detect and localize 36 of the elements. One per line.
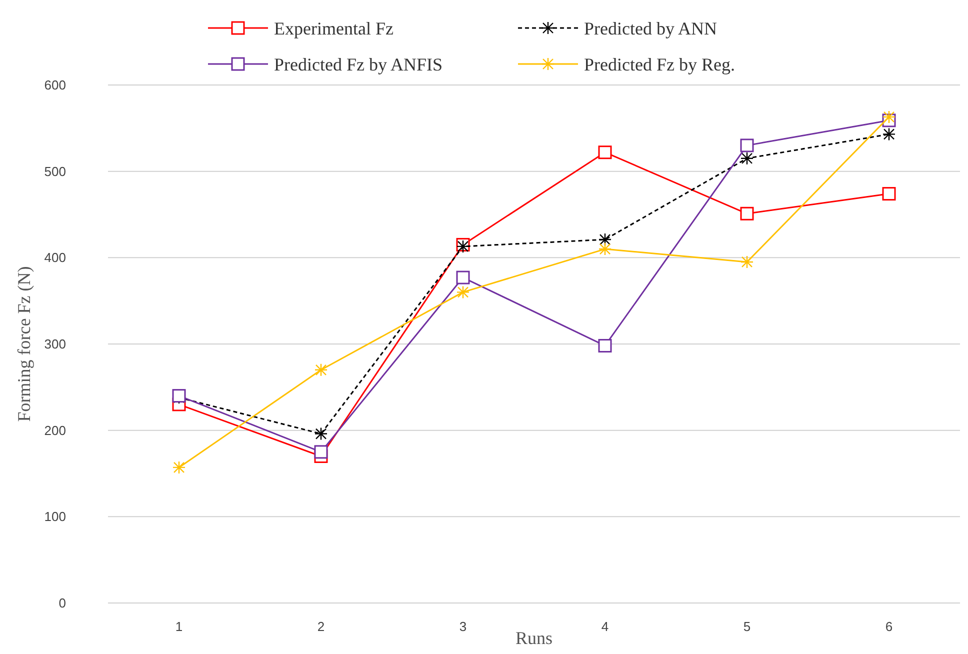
point [882, 110, 896, 124]
y-tick-label: 500 [44, 164, 66, 179]
y-axis-title: Forming force Fz (N) [14, 266, 34, 422]
point [882, 128, 896, 141]
point [172, 460, 186, 474]
point [598, 338, 612, 352]
point [882, 187, 896, 201]
y-tick-label: 600 [44, 78, 66, 93]
x-tick-label: 6 [885, 619, 893, 634]
x-tick-label: 5 [743, 619, 751, 634]
point [314, 445, 328, 459]
y-tick-label: 200 [44, 422, 66, 438]
legend-label: Experimental Fz [274, 18, 394, 38]
x-tick-label: 1 [175, 619, 183, 634]
x-axis-title: Runs [515, 628, 553, 648]
point [740, 152, 754, 165]
point [598, 146, 612, 160]
legend-label: Predicted by ANN [584, 18, 717, 38]
point [740, 206, 754, 220]
legend-label: Predicted Fz by Reg. [584, 54, 735, 74]
point [314, 363, 328, 376]
point [314, 427, 328, 440]
point [740, 255, 754, 269]
x-tick-label: 4 [601, 619, 609, 634]
y-tick-label: 0 [58, 596, 66, 611]
y-tick-label: 100 [44, 509, 66, 524]
point [598, 232, 612, 246]
y-tick-label: 300 [44, 336, 66, 352]
x-tick-label: 3 [459, 619, 467, 634]
point [456, 270, 470, 284]
legend-label: Predicted Fz by ANFIS [274, 54, 442, 74]
y-tick-label: 400 [44, 250, 66, 266]
x-tick-label: 2 [317, 619, 325, 634]
point [740, 138, 754, 152]
point [456, 286, 470, 299]
point [598, 242, 612, 256]
